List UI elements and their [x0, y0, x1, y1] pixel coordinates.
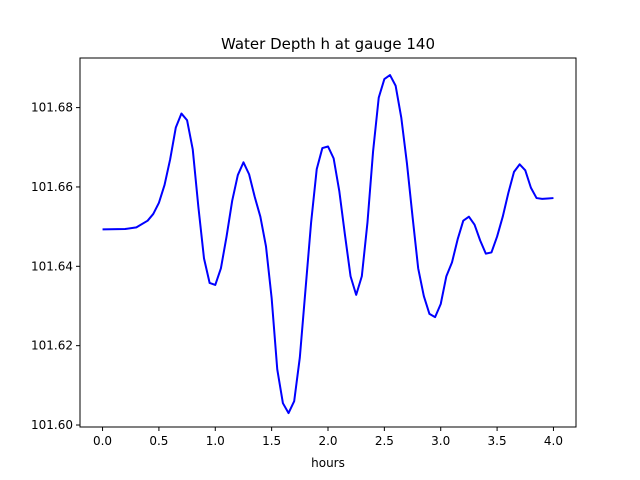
x-tick-label: 0.5 [149, 434, 168, 448]
y-tick-label: 101.68 [31, 101, 73, 115]
x-tick-label: 1.0 [206, 434, 225, 448]
plot-area [102, 74, 554, 415]
x-tick-label: 3.5 [488, 434, 507, 448]
x-axis-label: hours [311, 456, 345, 470]
y-tick-label: 101.62 [31, 339, 73, 353]
y-tick-label: 101.64 [31, 259, 73, 273]
x-tick-label: 3.0 [431, 434, 450, 448]
x-tick-label: 1.5 [262, 434, 281, 448]
y-tick-label: 101.66 [31, 180, 73, 194]
x-tick-label: 0.0 [93, 434, 112, 448]
y-tick-label: 101.60 [31, 418, 73, 432]
x-tick-label: 4.0 [544, 434, 563, 448]
x-tick-label: 2.5 [375, 434, 394, 448]
axes-frame [79, 57, 577, 428]
series-line-0 [102, 74, 554, 415]
x-tick-label: 2.0 [318, 434, 337, 448]
chart-title: Water Depth h at gauge 140 [221, 35, 435, 53]
